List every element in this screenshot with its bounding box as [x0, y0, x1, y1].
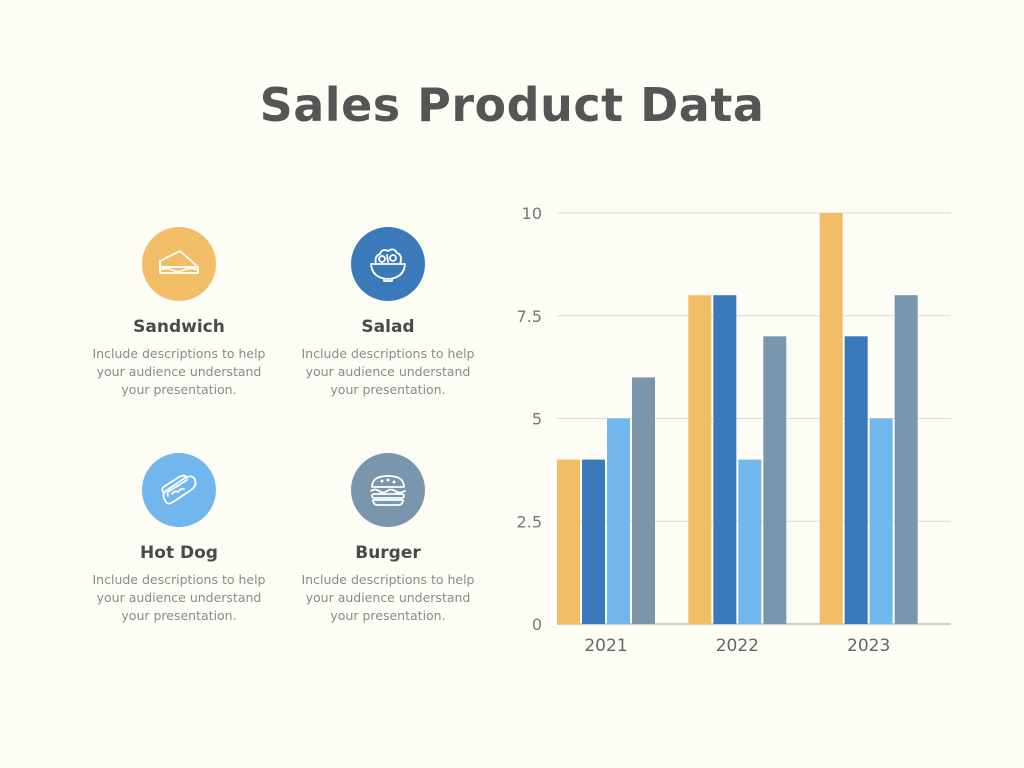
burger-icon-circle [351, 453, 425, 527]
x-tick-label: 2023 [847, 636, 890, 656]
product-card-burger: Burger Include descriptions to help your… [288, 453, 488, 625]
product-description: Include descriptions to help your audien… [301, 346, 475, 397]
y-tick-label: 7.5 [517, 307, 542, 326]
bar-2022-series-4 [763, 336, 787, 624]
product-name: Sandwich [133, 317, 225, 337]
bar-2023-series-2 [844, 336, 868, 624]
y-tick-label: 10 [522, 204, 542, 223]
product-card-sandwich: Sandwich Include descriptions to help yo… [79, 227, 279, 399]
sandwich-icon-circle [142, 227, 216, 301]
page-title: Sales Product Data [259, 78, 765, 132]
bar-2023-series-1 [819, 213, 843, 624]
bar-2021-series-1 [557, 459, 580, 624]
sandwich-icon [159, 250, 199, 274]
bar-2021-series-2 [582, 459, 605, 624]
bar-2021-series-4 [632, 377, 655, 624]
salad-icon-circle [351, 227, 425, 301]
bar-2023-series-4 [894, 295, 918, 624]
sales-bar-chart: 0 2.5 5 7.5 10 2021 2022 2023 [517, 204, 951, 656]
salad-bowl-icon [370, 248, 406, 282]
x-tick-label: 2022 [716, 636, 759, 656]
bar-2022-series-3 [738, 459, 762, 624]
hot-dog-icon-circle [142, 453, 216, 527]
product-name: Salad [361, 317, 415, 337]
bar-2022-series-1 [688, 295, 712, 624]
bar-2022-series-2 [713, 295, 737, 624]
product-name: Hot Dog [140, 543, 218, 563]
y-tick-label: 0 [532, 615, 542, 634]
product-card-hot-dog: Hot Dog Include descriptions to help you… [79, 453, 279, 625]
burger-icon [370, 475, 406, 506]
y-tick-label: 2.5 [517, 512, 542, 531]
product-name: Burger [355, 543, 421, 563]
y-tick-label: 5 [532, 410, 542, 429]
product-description: Include descriptions to help your audien… [92, 346, 266, 397]
product-description: Include descriptions to help your audien… [92, 572, 266, 623]
x-tick-label: 2021 [584, 636, 627, 656]
hot-dog-icon [161, 474, 197, 505]
bar-2023-series-3 [869, 418, 893, 624]
product-card-salad: Salad Include descriptions to help your … [288, 227, 488, 399]
product-description: Include descriptions to help your audien… [301, 572, 475, 623]
bar-2021-series-3 [607, 418, 630, 624]
